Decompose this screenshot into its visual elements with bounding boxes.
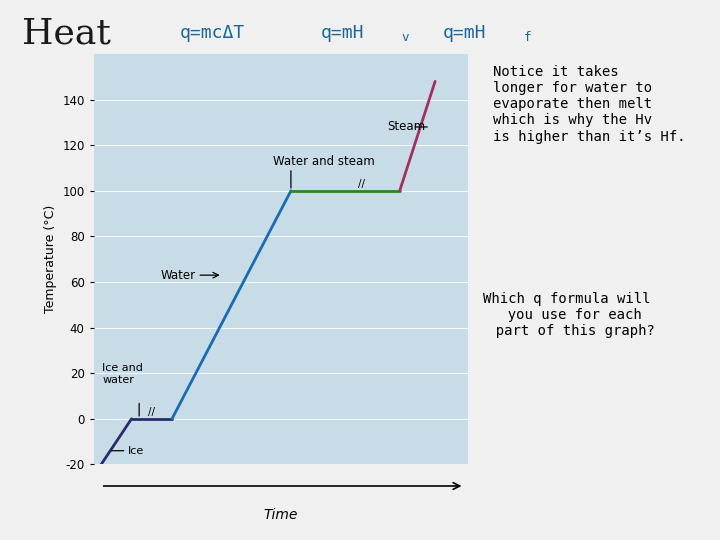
Text: Notice it takes
longer for water to
evaporate then melt
which is why the Hv
is h: Notice it takes longer for water to evap…	[493, 65, 686, 144]
Text: Time: Time	[264, 508, 298, 522]
Text: q=mH: q=mH	[443, 24, 486, 42]
Text: //: //	[359, 179, 365, 188]
Text: Which q formula will
  you use for each
  part of this graph?: Which q formula will you use for each pa…	[479, 292, 654, 338]
Text: Heat: Heat	[22, 16, 110, 50]
Y-axis label: Temperature (°C): Temperature (°C)	[44, 205, 57, 313]
Text: Steam: Steam	[387, 120, 426, 133]
Text: Ice and
water: Ice and water	[102, 363, 143, 384]
Text: v: v	[402, 31, 409, 44]
Text: q=mcΔT: q=mcΔT	[180, 24, 246, 42]
Text: Water and steam: Water and steam	[273, 155, 375, 168]
Text: f: f	[524, 31, 531, 44]
Text: Water: Water	[161, 269, 196, 282]
Text: q=mH: q=mH	[320, 24, 364, 42]
Text: //: //	[148, 407, 156, 416]
Text: Ice: Ice	[127, 446, 144, 456]
